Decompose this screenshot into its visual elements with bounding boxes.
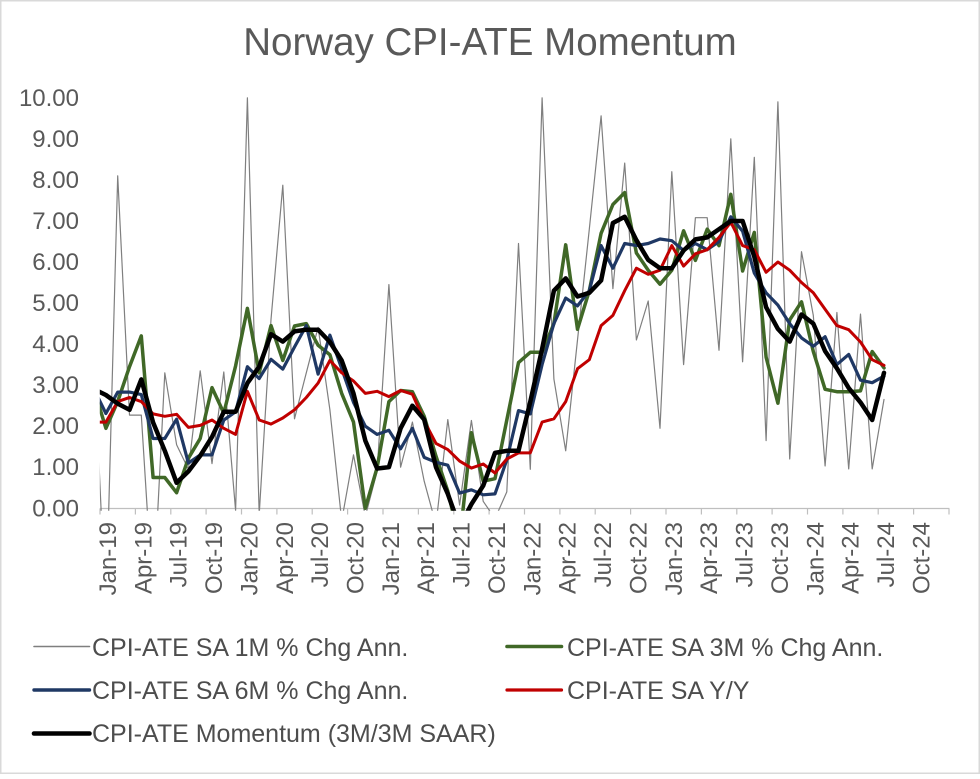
svg-text:9.00: 9.00 [32, 126, 79, 153]
svg-text:5.00: 5.00 [32, 290, 79, 317]
svg-text:Apr-20: Apr-20 [272, 522, 299, 594]
svg-text:Jan-19: Jan-19 [95, 522, 122, 595]
svg-text:Oct-20: Oct-20 [343, 522, 370, 594]
svg-text:Oct-22: Oct-22 [625, 522, 652, 594]
svg-text:CPI-ATE SA 6M % Chg Ann.: CPI-ATE SA 6M % Chg Ann. [92, 677, 408, 705]
svg-text:Oct-24: Oct-24 [908, 522, 935, 594]
svg-text:CPI-ATE SA Y/Y: CPI-ATE SA Y/Y [567, 677, 750, 705]
svg-text:Oct-23: Oct-23 [767, 522, 794, 594]
svg-text:Oct-19: Oct-19 [201, 522, 228, 594]
svg-text:Norway CPI-ATE Momentum: Norway CPI-ATE Momentum [243, 21, 736, 64]
svg-text:Oct-21: Oct-21 [484, 522, 511, 594]
svg-text:1.00: 1.00 [32, 454, 79, 481]
svg-text:Apr-23: Apr-23 [696, 522, 723, 594]
svg-text:Apr-24: Apr-24 [838, 522, 865, 594]
svg-text:4.00: 4.00 [32, 331, 79, 358]
svg-text:Jul-24: Jul-24 [873, 522, 900, 587]
svg-text:Jan-20: Jan-20 [236, 522, 263, 595]
svg-text:10.00: 10.00 [19, 85, 79, 112]
svg-text:Jan-23: Jan-23 [661, 522, 688, 595]
svg-text:2.00: 2.00 [32, 413, 79, 440]
svg-text:CPI-ATE SA 1M % Chg Ann.: CPI-ATE SA 1M % Chg Ann. [92, 634, 408, 662]
svg-text:CPI-ATE SA 3M % Chg Ann.: CPI-ATE SA 3M % Chg Ann. [567, 634, 883, 662]
svg-text:Jan-24: Jan-24 [802, 522, 829, 595]
svg-text:Jan-22: Jan-22 [519, 522, 546, 595]
svg-text:Jul-23: Jul-23 [732, 522, 759, 587]
svg-text:Jul-20: Jul-20 [307, 522, 334, 587]
svg-text:CPI-ATE Momentum (3M/3M SAAR): CPI-ATE Momentum (3M/3M SAAR) [92, 720, 496, 748]
svg-text:Jul-21: Jul-21 [449, 522, 476, 587]
svg-text:Jan-21: Jan-21 [378, 522, 405, 595]
svg-text:0.00: 0.00 [32, 495, 79, 522]
svg-text:Jul-22: Jul-22 [590, 522, 617, 587]
svg-text:3.00: 3.00 [32, 372, 79, 399]
svg-text:6.00: 6.00 [32, 249, 79, 276]
svg-text:8.00: 8.00 [32, 167, 79, 194]
svg-text:Jul-19: Jul-19 [166, 522, 193, 587]
svg-text:7.00: 7.00 [32, 208, 79, 235]
svg-text:Apr-21: Apr-21 [413, 522, 440, 594]
svg-text:Apr-19: Apr-19 [130, 522, 157, 594]
svg-text:Apr-22: Apr-22 [555, 522, 582, 594]
